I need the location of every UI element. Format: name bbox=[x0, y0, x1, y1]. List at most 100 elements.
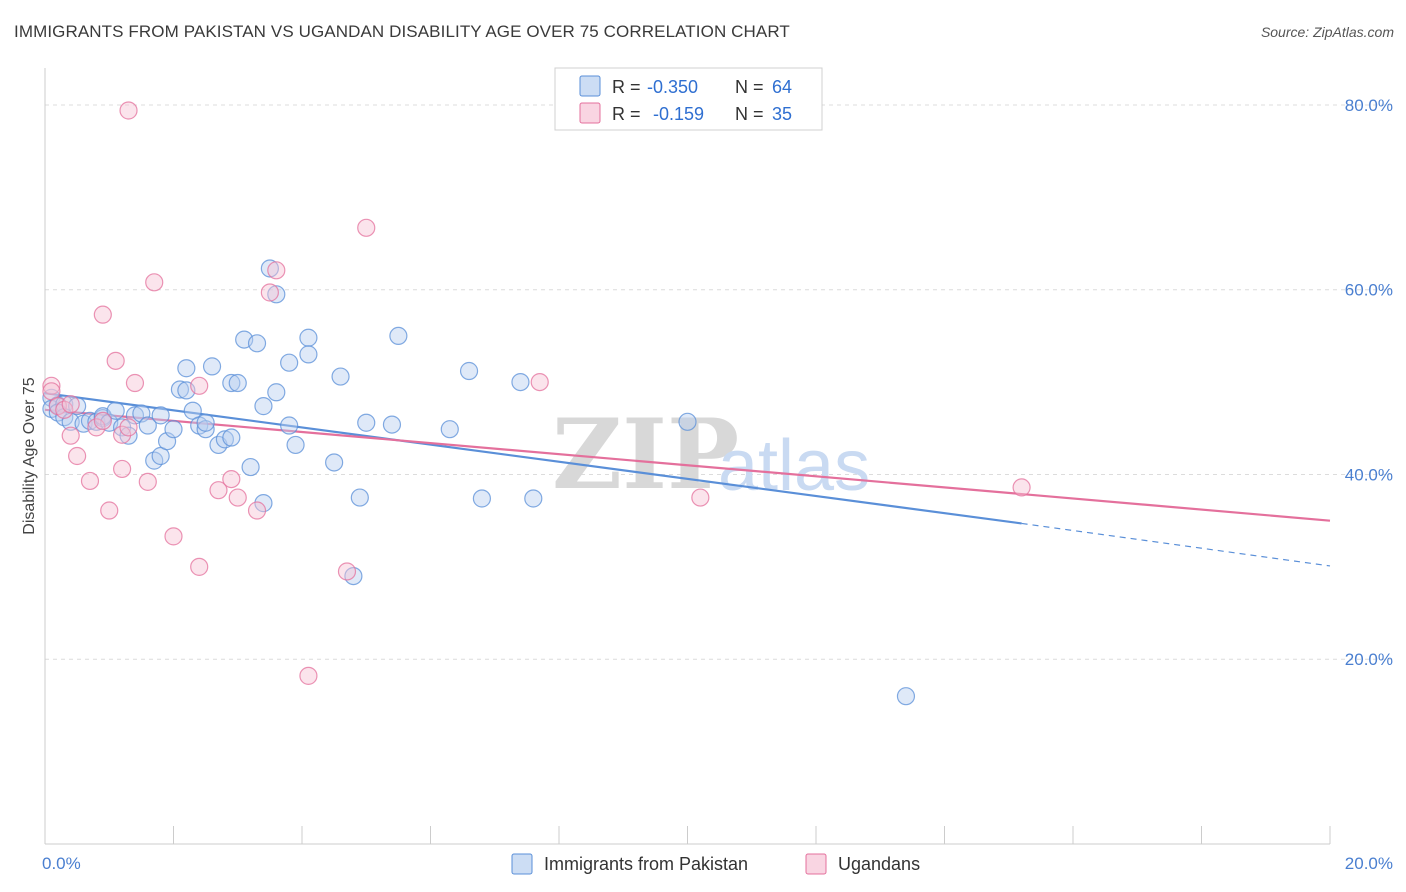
point-pakistan bbox=[299, 328, 318, 347]
legend-r-value: -0.350 bbox=[647, 77, 698, 97]
y-tick-label: 20.0% bbox=[1345, 650, 1393, 669]
point-pakistan bbox=[459, 361, 479, 381]
point-pakistan bbox=[228, 373, 247, 393]
point-ugandans bbox=[190, 557, 209, 576]
point-pakistan bbox=[267, 383, 286, 402]
point-ugandans bbox=[260, 283, 279, 302]
legend-swatch-pakistan bbox=[511, 853, 533, 875]
point-pakistan bbox=[196, 413, 215, 432]
point-pakistan bbox=[177, 359, 196, 378]
point-ugandans bbox=[145, 273, 164, 292]
series-legend: Immigrants from Pakistan Ugandans bbox=[511, 853, 920, 875]
point-ugandans bbox=[691, 488, 710, 507]
point-pakistan bbox=[106, 401, 125, 420]
point-ugandans bbox=[87, 418, 106, 437]
point-pakistan bbox=[247, 334, 267, 353]
point-ugandans bbox=[119, 101, 138, 120]
point-pakistan bbox=[138, 416, 157, 435]
x-tick-label: 20.0% bbox=[1345, 854, 1393, 873]
point-pakistan bbox=[215, 430, 234, 449]
point-ugandans bbox=[68, 446, 87, 466]
gridlines bbox=[45, 104, 1392, 660]
point-pakistan bbox=[440, 420, 459, 439]
legend-r-label: R = bbox=[612, 77, 641, 97]
point-ugandans bbox=[106, 351, 125, 370]
point-pakistan bbox=[241, 457, 260, 477]
point-ugandans bbox=[93, 305, 112, 324]
point-ugandans bbox=[100, 501, 119, 520]
point-pakistan bbox=[896, 687, 916, 706]
point-ugandans bbox=[267, 261, 286, 280]
point-ugandans bbox=[299, 666, 318, 685]
source-label: Source: ZipAtlas.com bbox=[1260, 24, 1394, 40]
trend-line-ugandans bbox=[44, 408, 1331, 522]
point-pakistan bbox=[472, 489, 491, 508]
point-pakistan bbox=[524, 489, 543, 508]
point-ugandans bbox=[337, 562, 357, 581]
point-ugandans bbox=[247, 501, 267, 520]
point-pakistan bbox=[389, 326, 408, 346]
y-tick-label: 60.0% bbox=[1345, 281, 1393, 300]
point-pakistan bbox=[222, 428, 241, 447]
point-ugandans bbox=[222, 469, 241, 489]
legend-r-label: R = bbox=[612, 104, 641, 124]
point-ugandans bbox=[164, 527, 183, 546]
point-ugandans bbox=[357, 218, 376, 237]
y-tick-label: 80.0% bbox=[1345, 96, 1393, 115]
legend-n-value: 35 bbox=[772, 104, 792, 124]
y-axis-label: Disability Age Over 75 bbox=[21, 377, 38, 535]
legend-label-ugandans: Ugandans bbox=[838, 854, 920, 874]
trend-line-pakistan-extension bbox=[1021, 522, 1331, 567]
point-pakistan bbox=[196, 420, 215, 439]
watermark-zip: ZIP bbox=[552, 398, 739, 511]
point-ugandans bbox=[119, 418, 138, 437]
axes bbox=[44, 68, 1331, 845]
point-pakistan bbox=[164, 420, 183, 439]
point-ugandans bbox=[80, 471, 100, 491]
point-pakistan bbox=[325, 453, 344, 472]
point-pakistan bbox=[267, 285, 286, 304]
point-pakistan bbox=[382, 415, 402, 434]
point-ugandans bbox=[112, 425, 132, 444]
legend-swatch-pakistan bbox=[579, 75, 601, 97]
point-ugandans bbox=[42, 376, 61, 395]
legend-n-value: 64 bbox=[772, 77, 792, 97]
watermark: ZIP atlas bbox=[552, 398, 870, 511]
point-ugandans bbox=[93, 411, 112, 430]
point-pakistan bbox=[222, 373, 241, 393]
point-ugandans bbox=[530, 372, 549, 392]
x-tick-label: 0.0% bbox=[42, 854, 81, 873]
point-pakistan bbox=[511, 372, 530, 392]
point-ugandans bbox=[112, 459, 132, 479]
point-ugandans bbox=[61, 426, 80, 445]
point-pakistan bbox=[254, 494, 273, 513]
point-pakistan bbox=[260, 259, 279, 278]
point-pakistan bbox=[350, 488, 369, 507]
legend-n-label: N = bbox=[735, 77, 764, 97]
point-pakistan bbox=[202, 357, 222, 376]
point-pakistan bbox=[280, 353, 299, 372]
point-pakistan bbox=[357, 413, 376, 432]
point-pakistan bbox=[254, 397, 273, 416]
legend-n-label: N = bbox=[735, 104, 764, 124]
legend-label-pakistan: Immigrants from Pakistan bbox=[544, 854, 748, 874]
correlation-legend: R = -0.350 N = 64 R = -0.159 N = 35 bbox=[554, 67, 823, 131]
legend-swatch-ugandans bbox=[579, 102, 601, 124]
point-ugandans bbox=[61, 395, 80, 414]
point-ugandans bbox=[209, 481, 228, 500]
point-pakistan bbox=[678, 412, 697, 431]
point-pakistan bbox=[286, 435, 305, 455]
point-pakistan bbox=[151, 406, 170, 425]
y-tick-label: 40.0% bbox=[1345, 465, 1393, 484]
point-ugandans bbox=[228, 488, 247, 507]
point-ugandans bbox=[190, 376, 209, 395]
point-ugandans bbox=[138, 472, 157, 491]
point-pakistan bbox=[299, 345, 318, 364]
legend-r-value: -0.159 bbox=[653, 104, 704, 124]
point-pakistan bbox=[331, 367, 350, 386]
point-ugandans bbox=[1012, 478, 1031, 497]
point-pakistan bbox=[280, 416, 299, 435]
tick-labels: 20.0% 40.0% 60.0% 80.0% 0.0% 20.0% bbox=[42, 96, 1393, 873]
point-ugandans bbox=[125, 373, 145, 393]
